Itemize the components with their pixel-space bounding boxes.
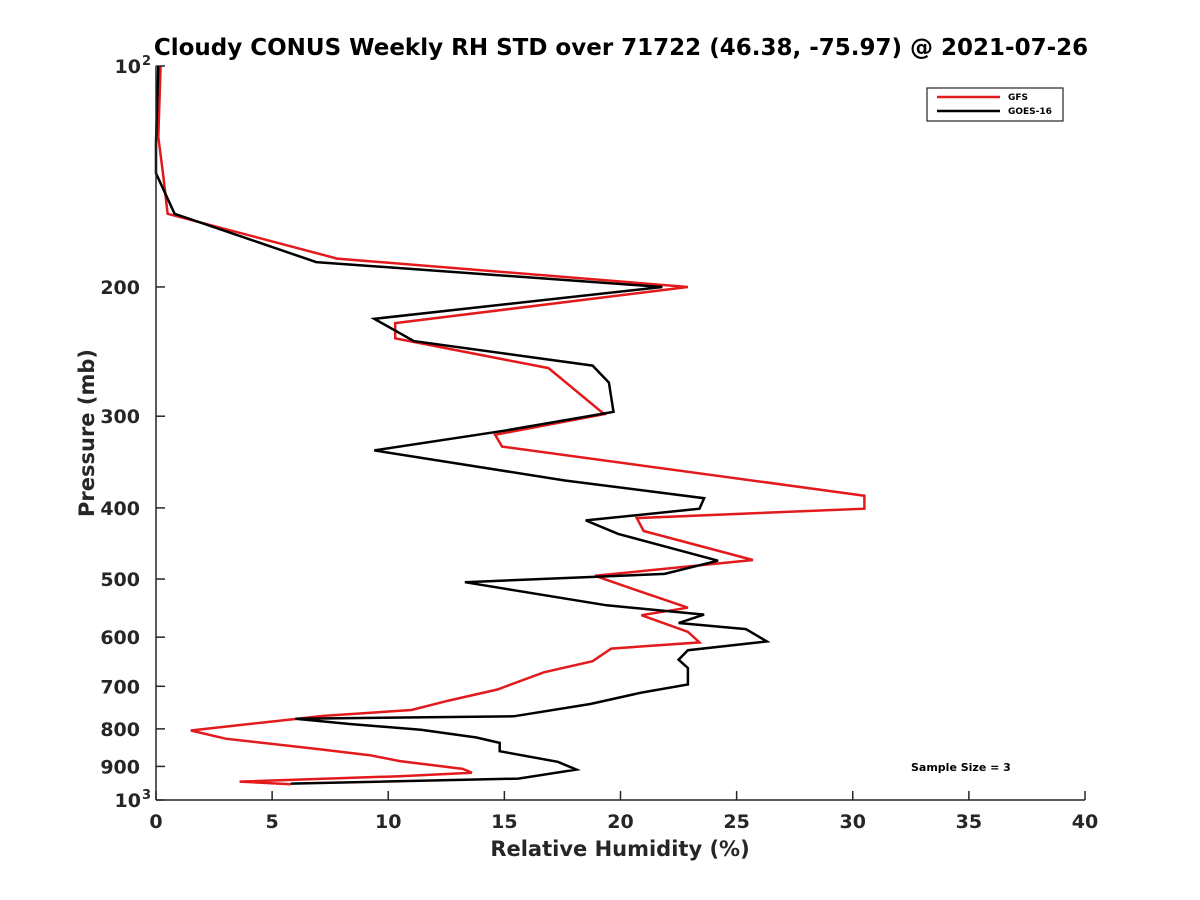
legend-label-goes-16: GOES-16 — [1008, 107, 1052, 117]
legend-box — [926, 87, 1064, 122]
y-axis-label: Pressure (mb) — [75, 349, 99, 517]
legend: GFS GOES-16 — [926, 87, 1064, 122]
x-axis-label: Relative Humidity (%) — [490, 837, 749, 861]
y-tick-label: 600 — [100, 627, 140, 649]
x-tick-label: 15 — [491, 811, 517, 833]
y-tick-label: 10 — [115, 790, 141, 812]
sample-size-annotation: Sample Size = 3 — [911, 761, 1011, 774]
y-tick-label: 400 — [100, 498, 140, 520]
y-tick-label: 10 — [115, 56, 141, 78]
x-tick-label: 35 — [956, 811, 982, 833]
axes-frame — [155, 66, 1085, 801]
series-line-gfs — [157, 65, 866, 786]
legend-label-gfs: GFS — [1008, 93, 1028, 103]
x-tick-label: 25 — [723, 811, 749, 833]
y-tick-label: 200 — [100, 277, 140, 299]
series-line-goes-16 — [154, 65, 771, 785]
x-tick-label: 0 — [149, 811, 162, 833]
y-tick-label: 700 — [100, 676, 140, 698]
x-tick-label: 30 — [840, 811, 866, 833]
y-tick-exponent: 3 — [142, 788, 151, 803]
y-tick-label: 300 — [100, 406, 140, 428]
chart-title: Cloudy CONUS Weekly RH STD over 71722 (4… — [154, 35, 1088, 61]
series-layer — [154, 65, 866, 786]
y-tick-exponent: 2 — [142, 54, 151, 69]
y-tick-label: 500 — [100, 569, 140, 591]
x-tick-label: 5 — [266, 811, 279, 833]
x-tick-label: 10 — [375, 811, 401, 833]
y-tick-label: 900 — [100, 756, 140, 778]
x-ticks: 0 5 10 15 20 25 30 35 40 — [149, 791, 1098, 833]
y-tick-label: 800 — [100, 719, 140, 741]
x-tick-label: 20 — [607, 811, 633, 833]
x-tick-label: 40 — [1072, 811, 1098, 833]
